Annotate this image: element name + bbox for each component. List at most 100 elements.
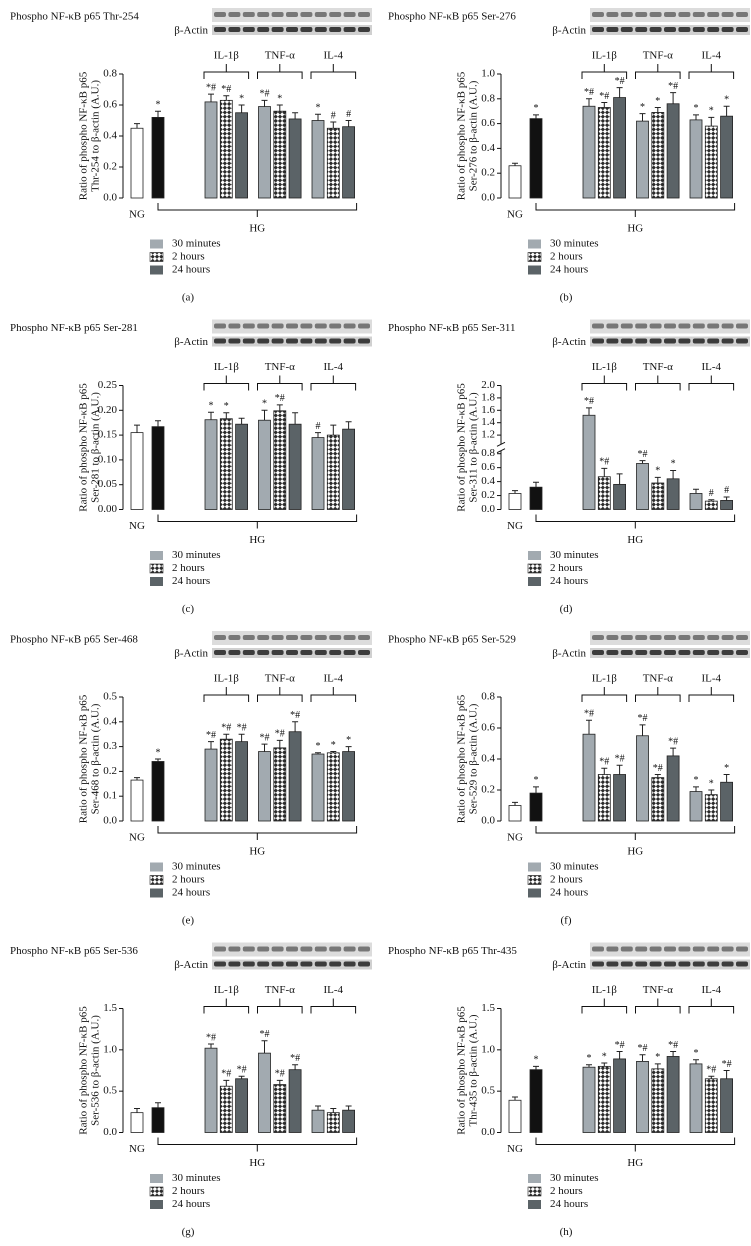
significance-label: * (534, 775, 539, 786)
blot-band (343, 635, 356, 640)
blot-band (620, 961, 633, 967)
blot-band (736, 323, 748, 329)
group-bracket (203, 998, 250, 1014)
blot-band (649, 635, 662, 640)
bar (720, 500, 734, 510)
bar (273, 1084, 287, 1133)
blot-band (214, 635, 226, 640)
significance-label: *# (615, 76, 625, 87)
bar (613, 483, 627, 510)
blot-band (692, 12, 705, 17)
y-tick-label: 0.8 (481, 447, 495, 459)
bar (204, 1047, 218, 1133)
blot-band (707, 635, 720, 640)
blot-control-label: β-Actin (174, 336, 208, 348)
blot-band (214, 946, 226, 952)
y-tick-label: 1.0 (481, 1043, 495, 1055)
bar (720, 781, 734, 822)
significance-label: *# (706, 1065, 716, 1076)
blot-band (707, 12, 720, 17)
error-bar (223, 733, 230, 740)
legend-swatch (528, 265, 541, 275)
hg-label: HG (249, 1157, 265, 1169)
bar (130, 779, 144, 822)
blot-band (736, 12, 748, 17)
significance-label: *# (615, 753, 625, 764)
error-bar (639, 113, 646, 122)
blot-band (664, 338, 676, 344)
group-label: TNF-α (265, 673, 295, 685)
blot-band (649, 961, 662, 967)
y-axis-label: Ser-529 to β-actin (A.U.) (468, 703, 480, 814)
group-label: IL-4 (702, 50, 722, 62)
error-bar (292, 1064, 299, 1070)
blot-band (329, 961, 342, 967)
western-blot (590, 8, 750, 35)
blot-control-label: β-Actin (174, 648, 208, 660)
error-bar (238, 417, 245, 425)
blot-band (329, 323, 342, 329)
bar (130, 127, 144, 199)
significance-label: # (346, 109, 351, 120)
y-axis-label: Ratio of phospho NF-κB p65 (456, 71, 468, 200)
blot-band (286, 946, 298, 952)
significance-label: * (277, 93, 282, 104)
bar (311, 437, 325, 510)
blot-band (664, 12, 676, 17)
blot-band (300, 946, 313, 952)
bar (130, 1112, 144, 1133)
bar (235, 741, 249, 822)
chart-panel: Phospho NF-κB p65 Thr-254 β-Actin Ratio of… (10, 8, 372, 304)
blot-band (635, 946, 648, 952)
blot-band (343, 650, 356, 655)
error-bar (292, 112, 299, 119)
bar (582, 1066, 596, 1133)
significance-label: *# (221, 84, 231, 95)
blot-band (329, 27, 342, 32)
blot-title: Phospho NF-κB p65 Ser-311 (388, 322, 515, 334)
blot-band (257, 27, 270, 32)
hg-bracket (157, 1137, 358, 1152)
error-bar (315, 1105, 321, 1111)
group-bracket (310, 375, 357, 391)
error-bar (601, 767, 608, 775)
blot-band (620, 338, 633, 344)
legend-label: 30 minutes (550, 549, 599, 561)
blot-band (271, 12, 284, 17)
blot-title: Phospho NF-κB p65 Ser-536 (10, 945, 138, 957)
hg-bracket (535, 203, 736, 217)
legend-label: 2 hours (550, 562, 583, 574)
blot-band (721, 27, 734, 32)
blot-title: Phospho NF-κB p65 Thr-254 (10, 11, 139, 23)
bar (258, 106, 271, 199)
blot-band (358, 961, 370, 967)
group-label: IL-1β (592, 361, 618, 373)
blot-band (678, 12, 691, 17)
error-bar (512, 490, 518, 494)
significance-label: *# (653, 763, 663, 774)
y-tick-label: 0.4 (481, 142, 495, 154)
blot-title: Phospho NF-κB p65 Ser-281 (10, 322, 138, 334)
blot-band (286, 338, 298, 344)
error-bar (723, 496, 730, 501)
y-tick-label: 0.0 (481, 815, 495, 827)
error-bar (639, 724, 646, 736)
blot-band (358, 323, 370, 329)
y-axis-label: Ratio of phospho NF-κB p65 (78, 1006, 90, 1135)
legend-swatch (527, 875, 542, 885)
blot-band (592, 338, 604, 344)
hg-label: HG (627, 534, 643, 546)
error-bar (330, 751, 337, 753)
bar (720, 1078, 734, 1133)
significance-label: *# (206, 82, 216, 93)
chart-panel: Phospho NF-κB p65 Ser-281 β-Actin Ratio of… (10, 319, 372, 615)
bar (235, 112, 249, 199)
y-axis-label: Ratio of phospho NF-κB p65 (78, 383, 90, 512)
blot-band (271, 946, 284, 952)
bar (288, 1069, 302, 1133)
error-bar (261, 743, 268, 752)
bar (651, 777, 665, 822)
blot-title: Phospho NF-κB p65 Ser-468 (10, 634, 138, 646)
bar (508, 493, 522, 510)
